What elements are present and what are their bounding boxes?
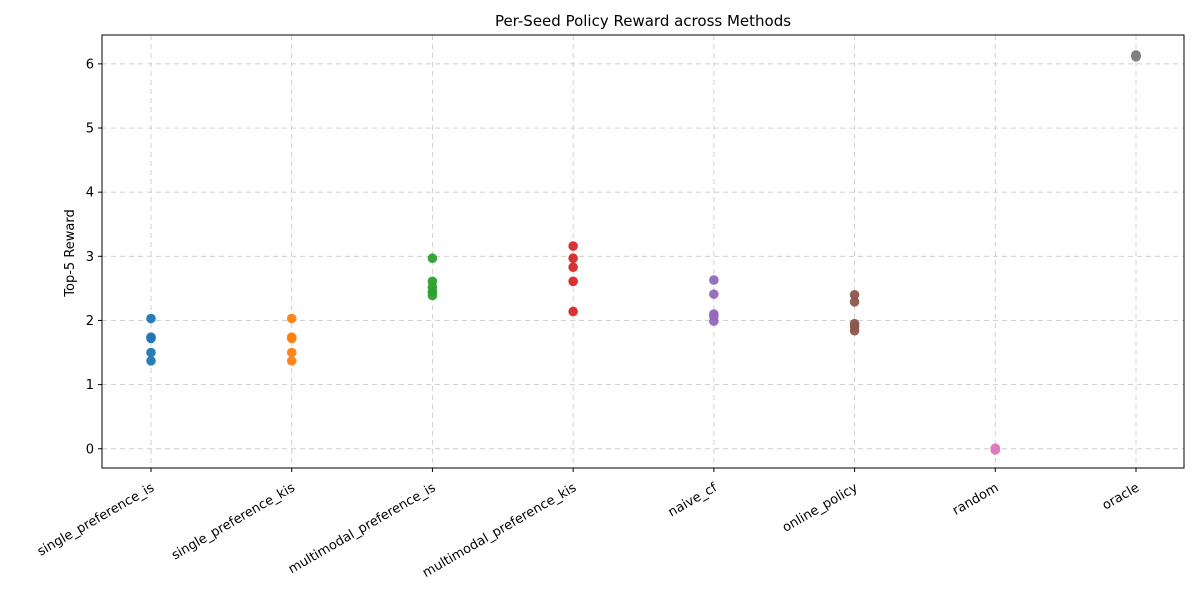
x-tick-label: single_preference_is [35, 480, 157, 559]
x-tick-label: naive_cf [666, 480, 720, 520]
data-point [146, 313, 156, 324]
data-point [568, 241, 578, 251]
data-point [146, 356, 156, 366]
data-point [568, 276, 578, 287]
data-point [849, 290, 860, 300]
y-tick-label: 4 [86, 186, 94, 201]
data-point [849, 297, 860, 307]
data-point [286, 313, 297, 324]
data-point [990, 445, 1001, 455]
data-point [286, 333, 297, 344]
x-tick-label: multimodal_preference_is [286, 480, 439, 577]
data-point [146, 333, 156, 344]
y-tick-label: 3 [86, 250, 94, 265]
x-tick-label: multimodal_preference_kis [420, 480, 579, 581]
data-point [709, 289, 719, 299]
data-point [286, 356, 297, 366]
y-tick-label: 5 [86, 122, 94, 137]
data-point [709, 316, 719, 326]
data-point [849, 325, 860, 336]
data-point [146, 347, 156, 358]
y-axis-label: Top-5 Reward [63, 209, 78, 297]
data-point [568, 253, 578, 264]
data-point [568, 262, 578, 273]
chart-title: Per-Seed Policy Reward across Methods [495, 12, 791, 30]
x-tick-label: oracle [1100, 480, 1142, 513]
data-point [286, 347, 297, 358]
y-tick-label: 1 [86, 378, 94, 393]
x-tick-label: random [950, 480, 1001, 518]
x-tick-label: online_policy [780, 480, 861, 535]
x-tick-label: single_preference_kis [169, 480, 298, 563]
y-tick-label: 2 [86, 314, 94, 329]
y-tick-label: 0 [86, 442, 94, 457]
data-point [709, 275, 719, 285]
y-tick-label: 6 [86, 57, 94, 72]
points-layer [146, 50, 1141, 455]
ticks-layer: 0 1 2 3 4 5 6 single_preference_is single_prefer… [35, 57, 1142, 581]
data-point [427, 290, 438, 301]
grid-layer [102, 35, 1184, 468]
data-point [1131, 51, 1141, 61]
data-point [568, 306, 578, 317]
plot-frame [101, 34, 1185, 469]
data-point [427, 253, 438, 264]
